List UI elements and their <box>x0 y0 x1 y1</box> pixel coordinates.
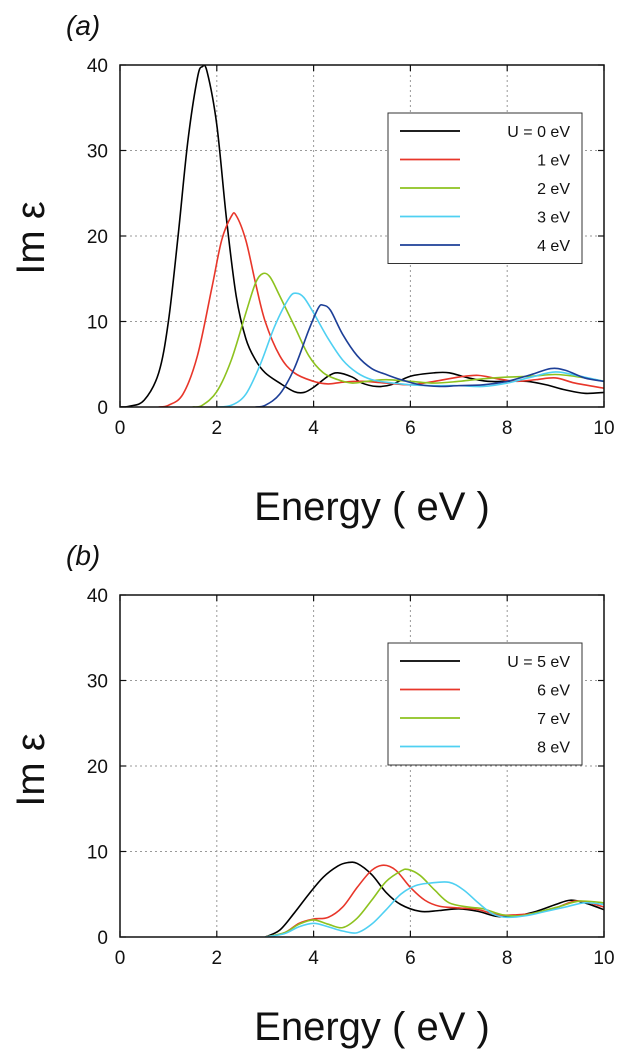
y-tick-label: 0 <box>97 928 108 949</box>
legend-label: 2 eV <box>537 181 570 198</box>
panel-label: (b) <box>66 540 100 571</box>
legend-label: 7 eV <box>537 711 570 728</box>
y-tick-label: 10 <box>87 313 108 334</box>
series-line-4 <box>216 292 604 407</box>
series-line-1 <box>120 65 604 407</box>
legend-label: 1 eV <box>537 153 570 170</box>
x-tick-label: 8 <box>502 418 513 439</box>
legend-label: U = 5 eV <box>507 654 570 671</box>
series-line-4 <box>265 881 604 937</box>
panel-label: (a) <box>66 10 100 41</box>
series-group <box>264 861 604 937</box>
y-axis-label: Im ε <box>9 733 53 807</box>
y-tick-label: 30 <box>87 672 108 693</box>
y-tick-label: 40 <box>87 56 108 77</box>
series-group <box>120 65 604 407</box>
x-tick-label: 0 <box>115 418 126 439</box>
x-tick-label: 10 <box>593 418 614 439</box>
x-tick-label: 8 <box>502 948 513 969</box>
y-tick-label: 20 <box>87 227 108 248</box>
y-tick-label: 10 <box>87 843 108 864</box>
series-line-2 <box>265 864 604 937</box>
series-line-3 <box>265 868 604 937</box>
legend-label: 4 eV <box>537 238 570 255</box>
panel-a: (a) 0 2 4 6 8 10 0 10 20 30 40 Energy ( eV ) Im ε U = … <box>9 10 615 529</box>
legend: U = 0 eV 1 eV 2 eV 3 eV 4 eV <box>387 112 583 264</box>
legend-label: 8 eV <box>537 740 570 757</box>
x-tick-label: 6 <box>405 948 416 969</box>
x-axis-label: Energy ( eV ) <box>254 485 490 529</box>
series-line-1 <box>264 861 604 937</box>
x-tick-label: 10 <box>593 948 614 969</box>
y-tick-label: 40 <box>87 586 108 607</box>
x-tick-label: 4 <box>308 418 319 439</box>
legend-label: U = 0 eV <box>507 124 570 141</box>
series-line-2 <box>158 212 604 407</box>
y-tick-label: 30 <box>87 142 108 163</box>
legend-label: 3 eV <box>537 210 570 227</box>
legend-label: 6 eV <box>537 683 570 700</box>
x-tick-label: 2 <box>212 418 223 439</box>
series-line-5 <box>255 303 604 407</box>
x-axis-label: Energy ( eV ) <box>254 1005 490 1049</box>
x-tick-label: 6 <box>405 418 416 439</box>
series-line-3 <box>192 272 604 407</box>
legend-box <box>387 642 583 766</box>
y-axis-label: Im ε <box>9 201 53 275</box>
x-tick-label: 2 <box>212 948 223 969</box>
y-tick-label: 0 <box>97 398 108 419</box>
panel-b: (b) 0 2 4 6 8 10 0 10 20 30 40 Energy ( eV ) Im ε U = … <box>9 540 615 1049</box>
x-tick-label: 0 <box>115 948 126 969</box>
y-tick-label: 20 <box>87 757 108 778</box>
x-tick-label: 4 <box>308 948 319 969</box>
legend: U = 5 eV 6 eV 7 eV 8 eV <box>387 642 583 766</box>
